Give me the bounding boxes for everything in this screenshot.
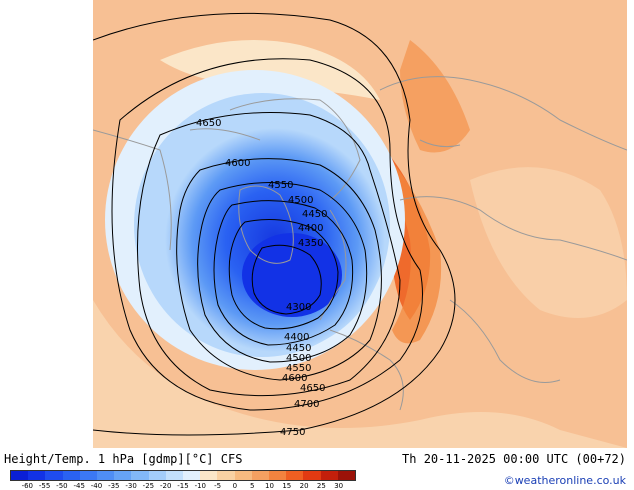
contour-label: 4450 (286, 343, 311, 354)
legend-swatch (200, 471, 218, 480)
legend-tick-label: -55 (38, 482, 51, 490)
legend-swatch (251, 471, 270, 480)
site-credit[interactable]: ©weatheronline.co.uk (503, 474, 626, 487)
contour-label: 4500 (288, 195, 313, 206)
legend-tick-label: -50 (56, 482, 68, 490)
legend-swatch (148, 471, 166, 480)
pale-area-north (160, 40, 380, 100)
legend-tick-label: -20 (159, 482, 172, 490)
legend-swatch (62, 471, 80, 480)
legend-swatch (79, 471, 98, 480)
legend-tick-label: -40 (90, 482, 103, 490)
legend-swatch (97, 471, 115, 480)
legend-tick-label: -45 (73, 482, 85, 490)
legend-swatch (337, 471, 356, 480)
legend-tick-label: 0 (232, 482, 238, 490)
legend-tick-label: 30 (334, 482, 344, 490)
legend-tick-label: -30 (125, 482, 137, 490)
legend-swatch (131, 471, 149, 480)
legend-tick-label: -35 (108, 482, 120, 490)
contour-label: 4600 (282, 373, 307, 384)
legend-swatch (45, 471, 63, 480)
contour-label: 4650 (196, 118, 221, 129)
light-warm-area-east (470, 167, 627, 318)
legend-swatch (183, 471, 201, 480)
legend-tick-labels: -60 -55 -50 -45 -40 -35 -30 -25 -20 -15 -10 -5 0 5 10 1… (10, 482, 356, 490)
legend-tick-label: 15 (282, 482, 292, 490)
map-title: Height/Temp. 1 hPa [gdmp][°C] CFS (4, 452, 243, 466)
legend-swatch (11, 471, 29, 480)
contour-label: 4400 (298, 223, 323, 234)
cold-core (242, 233, 342, 317)
legend-swatch (320, 471, 338, 480)
legend-swatch (286, 471, 304, 480)
contour-label: 4600 (225, 158, 250, 169)
valid-time: Th 20-11-2025 00:00 UTC (00+72) (402, 452, 626, 466)
legend-swatch (114, 471, 132, 480)
light-warm-area (93, 300, 627, 448)
legend-tick-label: -15 (177, 482, 189, 490)
legend-tick-label: 20 (299, 482, 309, 490)
contour-label: 4650 (300, 383, 325, 394)
color-legend (10, 470, 356, 481)
legend-tick-label: 5 (249, 482, 255, 490)
contour-label: 4700 (294, 399, 319, 410)
warm-patch-ne (400, 40, 470, 153)
contour-label: 4500 (286, 353, 311, 364)
legend-swatch (28, 471, 46, 480)
legend-swatch (269, 471, 287, 480)
legend-tick-label: 25 (316, 482, 326, 490)
contour-label: 4400 (284, 332, 309, 343)
legend-tick-label: -5 (214, 482, 222, 490)
contour-lines (93, 12, 456, 436)
contour-label: 4550 (286, 363, 311, 374)
legend-tick-label: 10 (265, 482, 274, 490)
legend-swatch (165, 471, 184, 480)
legend-tick-label: -60 (21, 482, 34, 490)
contour-label: 4300 (286, 302, 311, 313)
legend-swatch (303, 471, 321, 480)
legend-swatch (217, 471, 235, 480)
legend-tick-label: -25 (142, 482, 155, 490)
contour-label: 4350 (298, 238, 323, 249)
contour-label: 4450 (302, 209, 327, 220)
coastlines (93, 76, 627, 411)
contour-label: 4750 (280, 427, 305, 438)
contour-label: 4550 (268, 180, 293, 191)
contour-labels: 4650 4600 4550 4500 4450 4400 4350 4300 … (196, 118, 327, 438)
legend-swatch (234, 471, 252, 480)
legend-tick-label: -10 (194, 482, 207, 490)
